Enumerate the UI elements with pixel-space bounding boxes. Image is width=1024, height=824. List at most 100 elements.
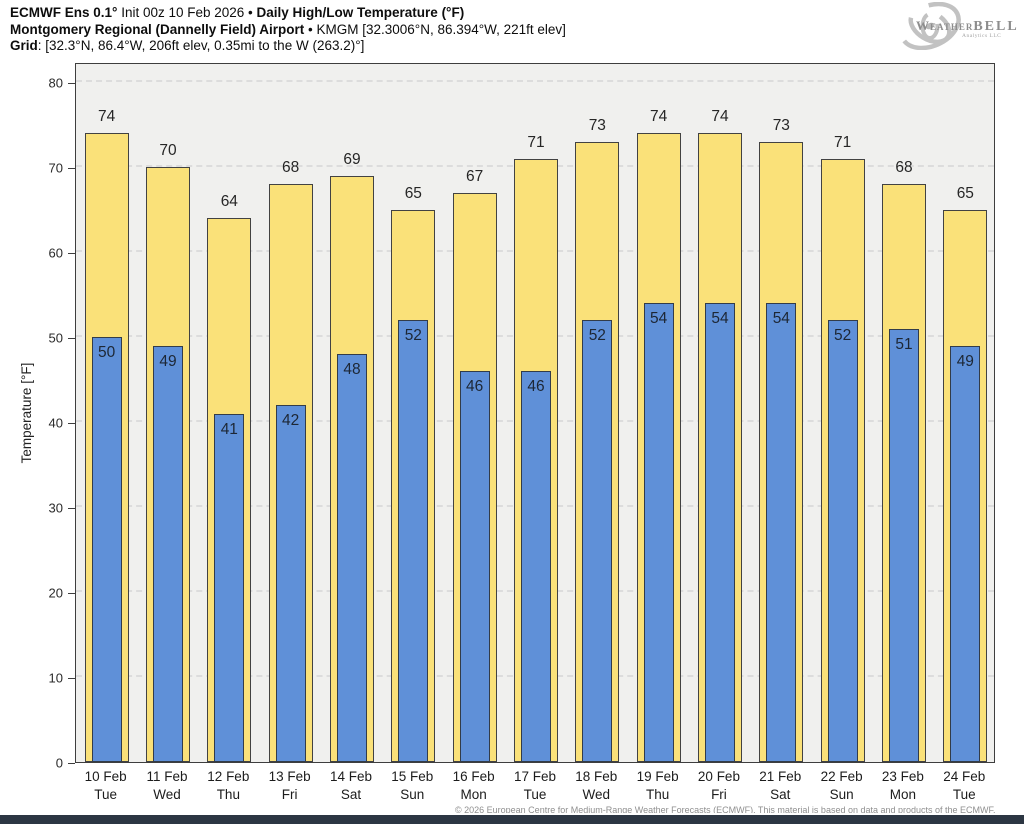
x-tick-date: 10 Feb xyxy=(84,769,127,784)
y-tick-label-10: 10 xyxy=(48,670,63,686)
low-bar xyxy=(888,328,919,762)
y-tick-mark-50 xyxy=(68,337,75,339)
chart-header: ECMWF Ens 0.1° Init 00z 10 Feb 2026 • Da… xyxy=(10,5,566,55)
station-name: Montgomery Regional (Dannelly Field) Air… xyxy=(10,21,305,37)
bar-group-20-Feb: 74 54 xyxy=(689,64,750,762)
x-tick-date: 16 Feb xyxy=(452,769,495,784)
x-tick-weekday: Sun xyxy=(400,787,425,802)
bar-group-13-Feb: 68 42 xyxy=(260,64,321,762)
y-tick-mark-40 xyxy=(68,422,75,424)
x-tick-label: 21 Feb Sat xyxy=(750,768,811,804)
model-name: ECMWF Ens 0.1° xyxy=(10,5,118,20)
x-tick-label: 22 Feb Sun xyxy=(811,768,872,804)
y-tick-label-70: 70 xyxy=(48,160,63,176)
high-value-label: 65 xyxy=(956,184,974,202)
logo-brand-text: WeatherBELL xyxy=(916,18,1019,34)
high-value-label: 71 xyxy=(834,133,852,151)
bar-group-21-Feb: 73 54 xyxy=(751,64,812,762)
x-tick-weekday: Fri xyxy=(711,787,727,802)
low-bar xyxy=(214,413,245,762)
low-bar xyxy=(152,345,183,762)
bar-group-17-Feb: 71 46 xyxy=(505,64,566,762)
x-tick-date: 21 Feb xyxy=(759,769,802,784)
low-value-label: 52 xyxy=(588,327,606,344)
bar-group-19-Feb: 74 54 xyxy=(628,64,689,762)
bar-group-15-Feb: 65 52 xyxy=(383,64,444,762)
x-tick-date: 11 Feb xyxy=(146,769,188,784)
low-value-label: 50 xyxy=(98,344,116,361)
low-bar xyxy=(91,337,122,762)
high-value-label: 69 xyxy=(343,150,361,168)
x-tick-date: 19 Feb xyxy=(636,769,679,784)
x-tick-label: 19 Feb Thu xyxy=(627,768,688,804)
hurricane-swirl-icon xyxy=(899,2,961,50)
low-bar xyxy=(459,371,490,762)
y-tick-mark-0 xyxy=(68,762,75,764)
low-value-label: 46 xyxy=(527,378,545,395)
x-tick-weekday: Fri xyxy=(281,787,298,802)
x-tick-date: 15 Feb xyxy=(391,769,434,784)
x-tick-weekday: Sat xyxy=(340,787,362,802)
x-tick-weekday: Wed xyxy=(582,787,611,802)
low-value-label: 54 xyxy=(772,310,790,327)
x-tick-date: 14 Feb xyxy=(329,769,372,784)
x-tick-weekday: Mon xyxy=(460,787,487,802)
bar-group-14-Feb: 69 48 xyxy=(321,64,382,762)
y-tick-label-50: 50 xyxy=(48,330,63,346)
y-tick-label-40: 40 xyxy=(48,415,63,431)
low-value-label: 54 xyxy=(711,310,729,327)
low-value-label: 48 xyxy=(343,361,361,378)
x-tick-weekday: Thu xyxy=(216,787,240,802)
header-line-2: Montgomery Regional (Dannelly Field) Air… xyxy=(10,22,566,39)
x-tick-date: 17 Feb xyxy=(513,769,556,784)
x-tick-weekday: Sun xyxy=(829,787,854,802)
high-value-label: 73 xyxy=(588,116,606,134)
low-value-label: 49 xyxy=(159,352,177,370)
gridline-80 xyxy=(76,80,994,82)
page-bottom-bar xyxy=(0,815,1024,824)
low-bar xyxy=(520,371,551,762)
x-tick-date: 13 Feb xyxy=(268,769,311,784)
y-tick-label-20: 20 xyxy=(48,585,63,601)
high-value-label: 68 xyxy=(895,159,913,176)
x-tick-weekday: Mon xyxy=(889,787,917,802)
x-tick-weekday: Tue xyxy=(952,787,976,802)
x-tick-weekday: Wed xyxy=(153,787,181,802)
x-tick-label: 12 Feb Thu xyxy=(198,768,259,804)
low-value-label: 52 xyxy=(404,327,422,344)
low-value-label: 42 xyxy=(282,412,300,429)
x-tick-date: 12 Feb xyxy=(207,769,250,784)
x-tick-label: 17 Feb Tue xyxy=(504,768,565,804)
high-value-label: 74 xyxy=(711,108,729,125)
x-tick-label: 13 Feb Fri xyxy=(259,768,320,804)
bar-group-16-Feb: 67 46 xyxy=(444,64,505,762)
x-tick-label: 23 Feb Mon xyxy=(872,768,933,804)
high-value-label: 74 xyxy=(650,108,668,125)
low-value-label: 52 xyxy=(834,327,852,344)
low-bar xyxy=(950,345,981,762)
x-tick-weekday: Tue xyxy=(94,787,118,802)
low-value-label: 49 xyxy=(956,352,974,370)
x-tick-date: 24 Feb xyxy=(943,769,986,784)
low-bar xyxy=(582,320,613,762)
x-tick-date: 22 Feb xyxy=(820,769,863,784)
high-value-label: 73 xyxy=(772,116,790,134)
y-axis-title: Temperature [°F] xyxy=(19,362,34,464)
y-tick-label-60: 60 xyxy=(48,245,63,261)
high-value-label: 70 xyxy=(159,142,177,159)
y-tick-mark-80 xyxy=(68,82,75,84)
bar-group-10-Feb: 74 50 xyxy=(76,64,137,762)
x-tick-weekday: Tue xyxy=(523,787,547,802)
y-tick-label-0: 0 xyxy=(55,755,63,771)
bar-group-12-Feb: 64 41 xyxy=(199,64,260,762)
bar-group-11-Feb: 70 49 xyxy=(137,64,198,762)
x-tick-label: 11 Feb Wed xyxy=(136,768,197,804)
x-tick-weekday: Sat xyxy=(770,787,791,802)
low-value-label: 41 xyxy=(220,420,238,438)
x-tick-date: 23 Feb xyxy=(881,769,924,784)
bar-group-22-Feb: 71 52 xyxy=(812,64,873,762)
bar-group-24-Feb: 65 49 xyxy=(935,64,994,762)
x-tick-label: 16 Feb Mon xyxy=(443,768,504,804)
bar-group-18-Feb: 73 52 xyxy=(567,64,628,762)
logo-subtitle: Analytics LLC xyxy=(962,33,1002,39)
